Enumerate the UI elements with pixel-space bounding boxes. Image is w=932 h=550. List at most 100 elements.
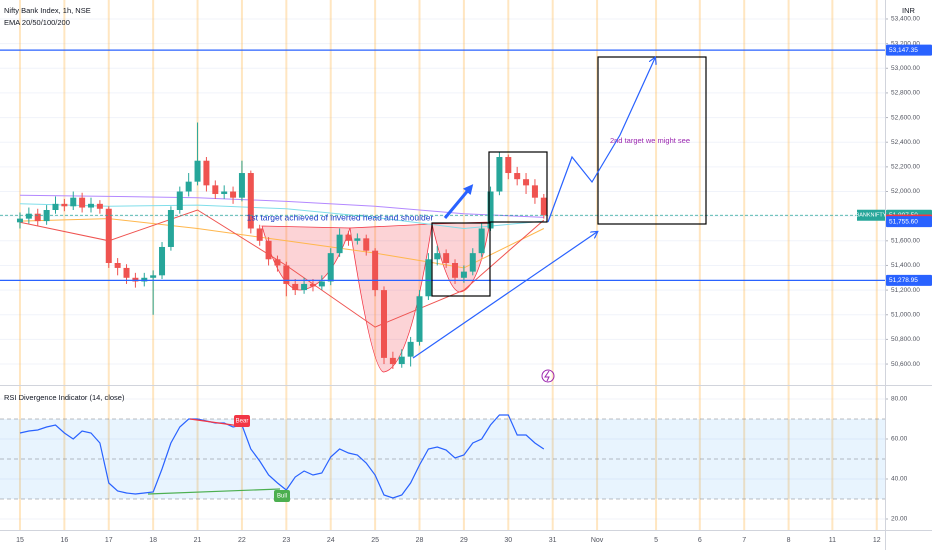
x-tick-label: 6 [698,537,702,544]
candle-body [434,253,441,260]
divergence-label-box [274,490,290,502]
price-label-box [886,274,932,286]
candle-body [238,173,245,198]
candle-body [203,160,210,186]
candle-body [159,246,166,276]
candle-body [167,210,174,247]
candle-body [16,218,23,223]
annotation: 2nd target we might see [610,136,690,145]
x-tick-label: 23 [282,537,290,544]
event-icon [544,370,550,382]
y-tick-label: 52,000.00 [891,188,920,195]
divergence-label: Bear [236,419,249,425]
candle-body [301,283,308,291]
rsi-title: RSI Divergence Indicator (14, close) [4,393,125,402]
candle-body [327,253,334,282]
price-label-box [886,44,932,56]
y-tick-label: 51,000.00 [891,311,920,318]
candle-body [514,173,521,180]
candle-body [469,253,476,272]
candle-body [105,208,112,263]
candle-body [70,197,77,207]
y-tick-label: 53,000.00 [891,65,920,72]
x-tick-label: 17 [105,537,113,544]
x-tick-label: 31 [549,537,557,544]
candle-body [176,191,183,210]
currency: INR [902,6,916,15]
candle-body [265,240,272,260]
candle-body [460,271,467,278]
candle-body [292,283,299,291]
under-layer [0,0,885,530]
divergence-line [189,418,241,427]
candle-body [230,191,237,198]
candle-body [452,262,459,278]
rsi-line [19,414,545,499]
x-tick-label: 29 [460,537,468,544]
candle-body [114,262,121,268]
x-tick-label: 28 [416,537,424,544]
candle-body [79,197,86,208]
y-tick-label: 20.00 [891,516,908,523]
symbol-label: BANKNIFTY [856,213,887,219]
ema-line [19,194,544,218]
annotation: 1st target achieved of inverted head and… [247,212,434,222]
x-tick-label: 18 [149,537,157,544]
price-label: 51,755.60 [889,218,918,225]
candle-body [523,179,530,186]
candle-body [141,277,148,282]
candle-body [540,197,547,216]
ema-line [19,203,544,230]
y-tick-label: 51,600.00 [891,238,920,245]
divergence-label: Bull [277,494,287,500]
candle-body [398,356,405,365]
candle-body [132,277,139,282]
y-tick-label: 52,800.00 [891,90,920,97]
candle-body [380,290,387,358]
box [488,151,548,223]
y-tick-label: 53,400.00 [891,16,920,23]
arrow [443,184,474,219]
candle-body [25,213,32,219]
x-tick-label: 12 [873,537,881,544]
candle-body [274,259,281,266]
candle-body [34,213,41,222]
marks-layer [0,49,885,499]
box [431,222,491,297]
pattern-fill [349,223,433,373]
candle-body [52,203,59,210]
x-tick-label: 24 [327,537,335,544]
y-tick-label: 52,400.00 [891,139,920,146]
candle-body [407,341,414,357]
price-label: 51,278.95 [889,277,918,284]
candle-body [354,238,361,241]
x-tick-label: 11 [829,537,836,544]
arrow [412,232,597,359]
candle-body [345,234,352,241]
candle-body [256,228,263,241]
candle-body [336,234,343,254]
y-tick-label: 50,600.00 [891,361,920,368]
y-tick-label: 52,600.00 [891,114,920,121]
y-tick-label: 52,200.00 [891,164,920,171]
x-tick-label: 16 [60,537,68,544]
candle-body [443,253,450,263]
y-tick-label: 53,200.00 [891,40,920,47]
candle-body [363,238,370,251]
x-tick-label: 22 [238,537,246,544]
candle-body [123,267,130,278]
price-label-box [886,216,932,228]
symbol-box [857,209,885,221]
x-tick-label: 25 [371,537,379,544]
chart-title: Nifty Bank Index, 1h, NSE [4,6,91,15]
candle-body [425,259,432,297]
candle-body [96,203,103,209]
candle-body [309,283,316,287]
candle-body [496,157,503,192]
candle-body [416,296,423,342]
candle-body [61,203,68,207]
x-tick-label: 7 [742,537,746,544]
y-tick-label: 60.00 [891,436,908,443]
price-label: 53,147.35 [889,47,918,54]
x-tick-label: 15 [16,537,24,544]
